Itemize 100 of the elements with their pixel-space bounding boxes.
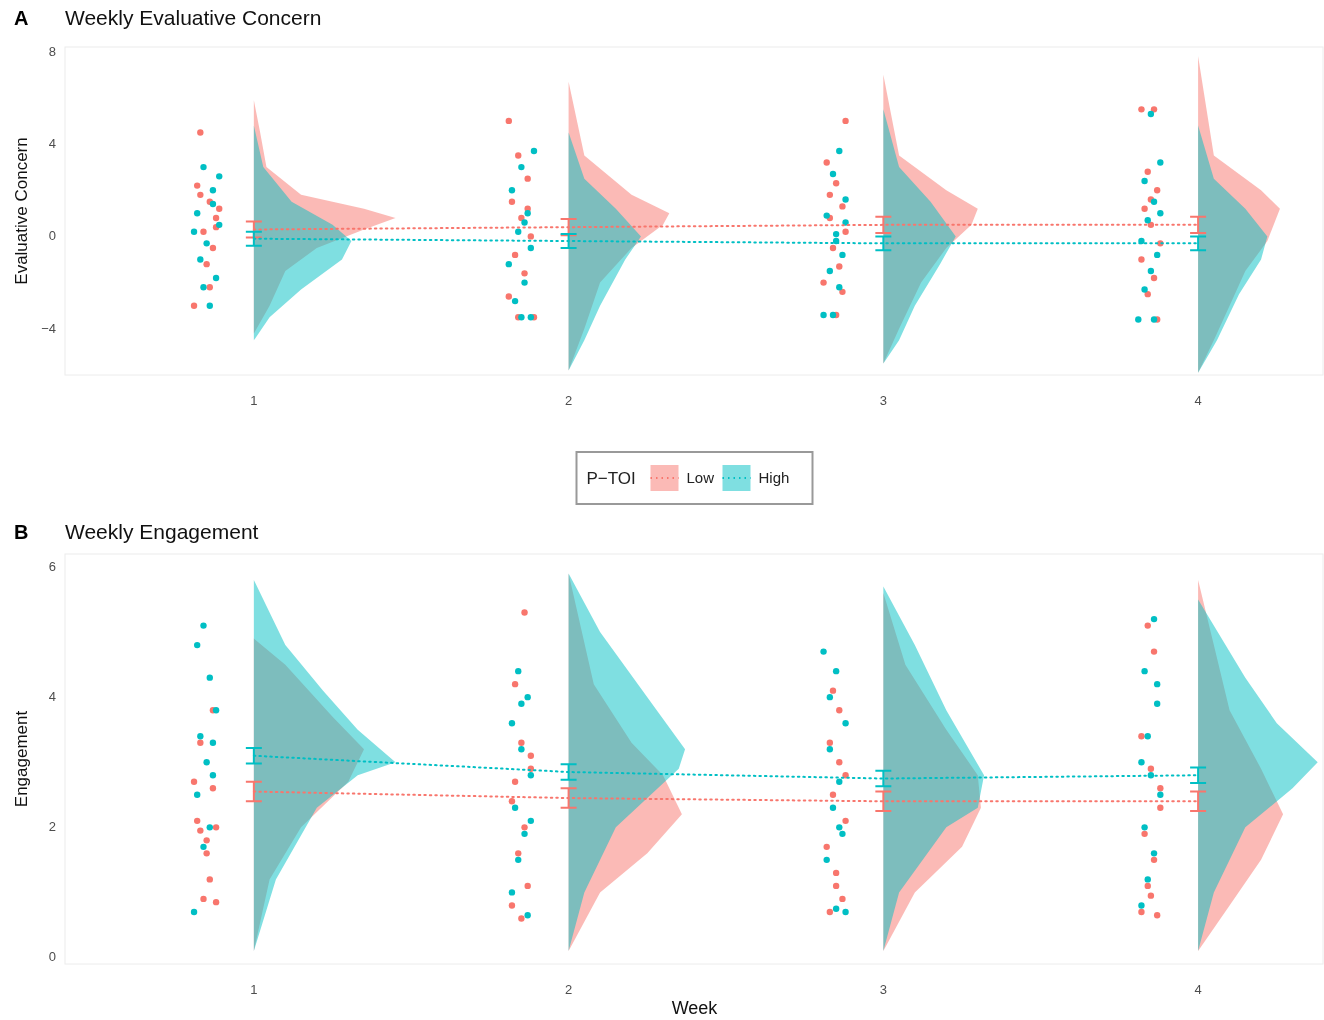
- point: [209, 244, 217, 252]
- point: [1141, 177, 1148, 185]
- point: [1138, 733, 1145, 740]
- point: [197, 733, 204, 740]
- point: [839, 203, 846, 210]
- x-tick-label: 1: [250, 393, 258, 408]
- point: [508, 889, 516, 896]
- point: [521, 279, 528, 286]
- point: [200, 895, 207, 903]
- x-tick-label: 2: [564, 393, 573, 408]
- point: [829, 170, 837, 178]
- point: [836, 824, 843, 831]
- point: [826, 191, 834, 199]
- point: [826, 908, 834, 916]
- point: [832, 667, 840, 675]
- point: [527, 772, 535, 779]
- point: [1150, 856, 1158, 864]
- point: [836, 263, 843, 270]
- point: [197, 191, 204, 199]
- point: [194, 817, 201, 825]
- legend-title: P−TOI: [586, 469, 636, 488]
- point: [209, 772, 217, 779]
- point: [521, 824, 528, 831]
- point: [836, 778, 843, 785]
- point: [1153, 700, 1161, 707]
- point: [521, 830, 528, 838]
- point: [839, 288, 846, 296]
- point: [518, 746, 525, 753]
- point: [1150, 106, 1158, 113]
- point: [1138, 237, 1145, 245]
- point: [515, 667, 522, 675]
- point: [1138, 256, 1145, 263]
- point: [209, 187, 217, 194]
- point: [505, 260, 512, 268]
- point: [842, 117, 849, 125]
- point: [1138, 106, 1145, 113]
- point: [842, 772, 849, 779]
- point: [1144, 882, 1151, 890]
- point: [829, 244, 837, 252]
- point: [530, 147, 538, 155]
- point: [518, 163, 525, 171]
- point: [1144, 168, 1151, 175]
- point: [212, 824, 220, 831]
- chart-title: Weekly Evaluative Concern: [65, 6, 322, 29]
- point: [524, 693, 531, 701]
- y-tick-label: −4: [41, 320, 56, 336]
- point: [836, 706, 843, 714]
- point: [826, 746, 834, 753]
- point: [829, 687, 837, 694]
- point: [1153, 680, 1161, 688]
- point: [1144, 876, 1151, 883]
- point: [527, 233, 535, 240]
- point: [505, 293, 512, 300]
- point: [1147, 267, 1155, 275]
- point: [839, 830, 846, 838]
- point: [1141, 830, 1148, 838]
- point: [209, 785, 217, 792]
- chart-title: Weekly Engagement: [65, 520, 259, 543]
- point: [521, 219, 528, 226]
- point: [823, 856, 830, 864]
- point: [1144, 733, 1151, 740]
- text: A: [14, 7, 29, 29]
- point: [203, 850, 210, 857]
- point: [508, 798, 516, 805]
- point: [203, 260, 210, 268]
- point: [200, 284, 207, 291]
- legend-label: High: [758, 469, 790, 486]
- point: [1150, 615, 1158, 623]
- point: [511, 251, 519, 259]
- point: [1150, 316, 1158, 323]
- point: [197, 739, 204, 746]
- x-tick-label: 3: [879, 982, 887, 997]
- point: [1138, 902, 1145, 909]
- point: [1157, 159, 1164, 166]
- point: [842, 908, 849, 916]
- point: [521, 270, 528, 277]
- point: [515, 850, 522, 857]
- point: [524, 210, 531, 217]
- point: [197, 827, 204, 834]
- x-tick-label: 4: [1194, 982, 1202, 997]
- x-tick-label: 3: [879, 393, 887, 408]
- point: [820, 279, 827, 286]
- y-tick-label: 2: [48, 819, 56, 835]
- point: [823, 212, 830, 219]
- point: [511, 297, 519, 305]
- point: [212, 214, 220, 222]
- point: [832, 230, 840, 238]
- point: [1147, 892, 1155, 899]
- point: [190, 908, 198, 916]
- point: [190, 778, 198, 785]
- point: [1144, 622, 1151, 629]
- point: [200, 843, 207, 851]
- x-tick-label: 4: [1194, 393, 1202, 408]
- point: [829, 804, 837, 812]
- point: [1141, 205, 1148, 212]
- point: [842, 228, 849, 235]
- point: [836, 284, 843, 291]
- point: [832, 905, 840, 912]
- point: [1157, 791, 1164, 798]
- point: [508, 187, 516, 194]
